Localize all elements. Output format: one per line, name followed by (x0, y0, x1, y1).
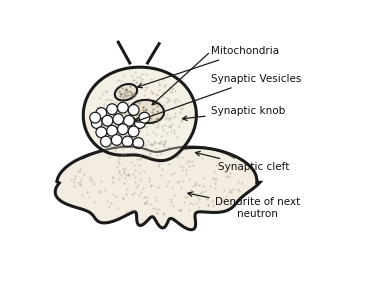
Circle shape (113, 114, 124, 124)
Circle shape (90, 112, 101, 123)
Ellipse shape (115, 84, 137, 101)
Circle shape (139, 112, 150, 123)
Circle shape (133, 138, 144, 148)
Ellipse shape (129, 100, 164, 123)
Text: Synaptic knob: Synaptic knob (182, 106, 285, 121)
Circle shape (122, 136, 133, 147)
Circle shape (118, 124, 128, 135)
Circle shape (134, 118, 145, 128)
Circle shape (101, 136, 111, 147)
Circle shape (96, 108, 107, 118)
Circle shape (96, 127, 107, 138)
Circle shape (102, 115, 113, 126)
Circle shape (124, 115, 134, 126)
Polygon shape (83, 67, 196, 161)
Text: Dendrite of next
neutron: Dendrite of next neutron (188, 192, 300, 219)
Text: Mitochondria: Mitochondria (137, 46, 279, 88)
Circle shape (111, 135, 122, 145)
Circle shape (118, 102, 128, 113)
Circle shape (107, 104, 118, 115)
Circle shape (91, 118, 102, 128)
Text: Synaptic cleft: Synaptic cleft (195, 151, 290, 172)
Circle shape (128, 126, 139, 137)
Polygon shape (55, 148, 260, 230)
Circle shape (107, 125, 118, 136)
Circle shape (128, 105, 139, 115)
Text: Synaptic Vesicles: Synaptic Vesicles (135, 74, 301, 122)
